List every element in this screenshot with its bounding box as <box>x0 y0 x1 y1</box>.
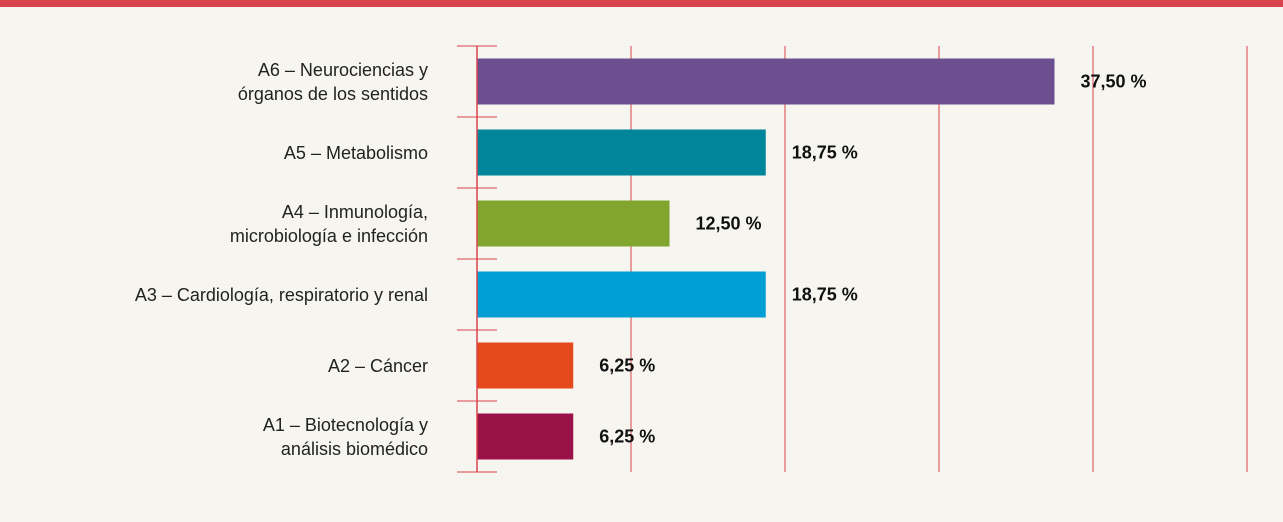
category-label: A4 – Inmunología, microbiología e infecc… <box>229 201 428 246</box>
bar <box>477 129 766 176</box>
category-label: A3 – Cardiología, respiratorio y renal <box>134 284 428 305</box>
value-label: 6,25 % <box>599 355 656 375</box>
bar <box>477 58 1055 105</box>
bar <box>477 413 574 460</box>
value-label: 18,75 % <box>791 142 858 162</box>
category-label: A6 – Neurociencias y órganos de los sent… <box>237 59 428 104</box>
value-label: 18,75 % <box>791 284 858 304</box>
category-label: A1 – Biotecnología y análisis biomédico <box>262 414 428 459</box>
bar <box>477 271 766 318</box>
category-label: A5 – Metabolismo <box>283 142 428 163</box>
value-label: 12,50 % <box>695 213 762 233</box>
bar <box>477 200 670 247</box>
category-label: A2 – Cáncer <box>327 355 428 376</box>
bar <box>477 342 574 389</box>
value-label: 6,25 % <box>599 426 656 446</box>
top-bar <box>0 0 1283 7</box>
value-label: 37,50 % <box>1080 71 1147 91</box>
